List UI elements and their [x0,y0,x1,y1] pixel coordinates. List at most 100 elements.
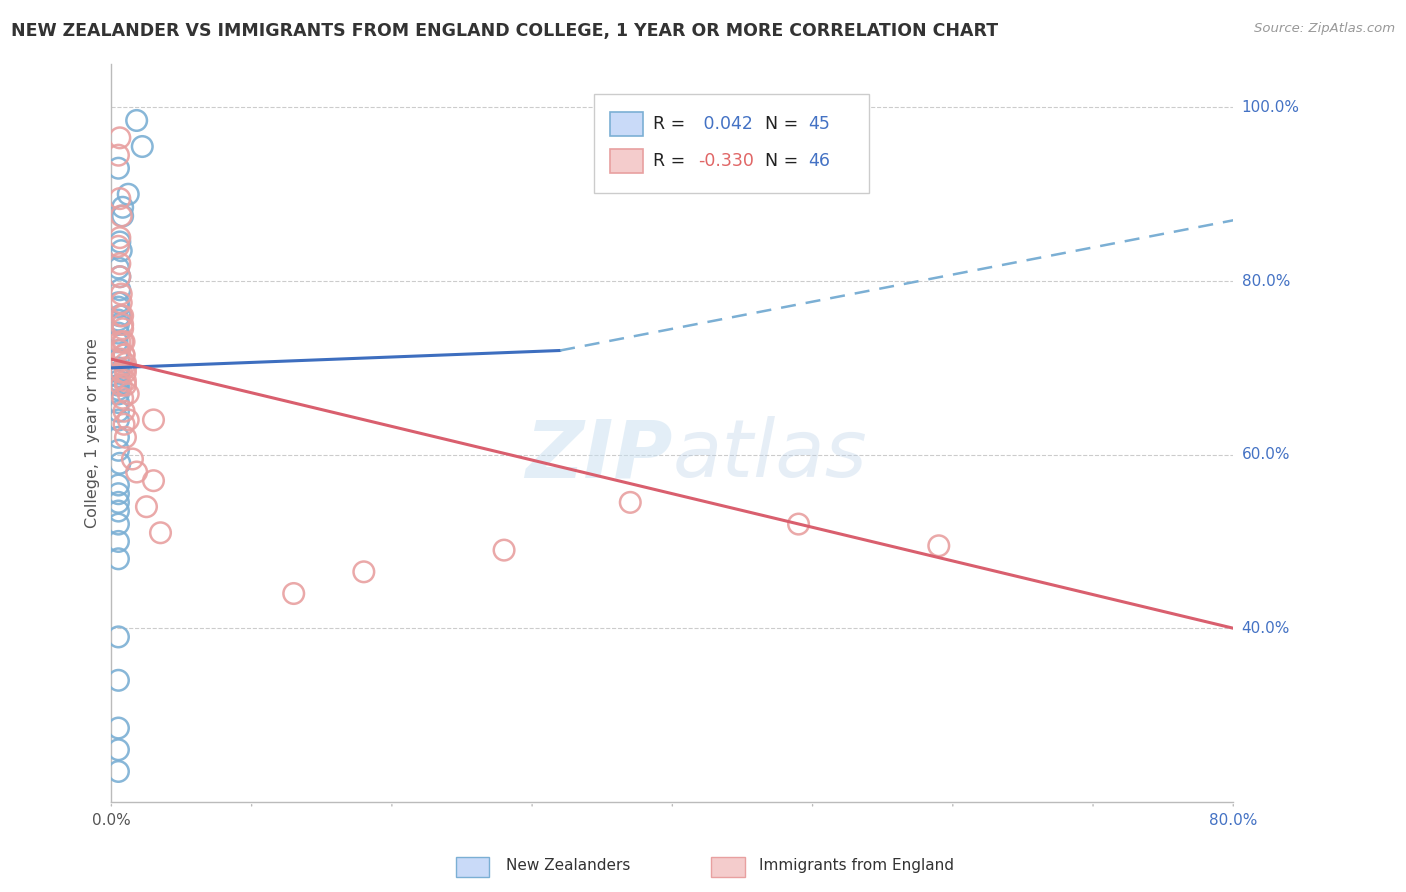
Point [121,452,143,467]
Point [107,318,129,332]
Point [283,586,305,600]
Text: atlas: atlas [672,416,868,494]
Point [107,413,129,427]
Point [107,260,129,275]
Point [110,352,132,367]
Text: NEW ZEALANDER VS IMMIGRANTS FROM ENGLAND COLLEGE, 1 YEAR OR MORE CORRELATION CHA: NEW ZEALANDER VS IMMIGRANTS FROM ENGLAND… [11,22,998,40]
Point [107,395,129,409]
Text: Source: ZipAtlas.com: Source: ZipAtlas.com [1254,22,1395,36]
Point [108,257,131,271]
Point [142,413,165,427]
Point [108,131,131,145]
Point [135,500,157,514]
Point [108,230,131,244]
Point [353,565,375,579]
Point [107,369,129,384]
Point [107,313,129,327]
Point [494,543,516,558]
Point [108,456,131,470]
Point [110,244,132,258]
Point [111,391,134,405]
Text: 46: 46 [808,152,830,169]
Point [111,209,134,223]
Point [110,378,132,392]
Point [149,525,172,540]
Point [117,387,139,401]
Point [112,334,135,349]
Point [107,365,129,379]
Point [112,404,135,418]
Point [107,534,129,549]
Point [108,309,131,323]
Point [108,192,131,206]
Point [107,478,129,492]
Point [111,309,134,323]
Text: -0.330: -0.330 [699,152,754,169]
Text: 80.0%: 80.0% [1209,813,1257,828]
Point [105,334,128,349]
Point [107,343,129,358]
Point [114,374,136,388]
Point [107,378,129,392]
Text: 40.0%: 40.0% [1241,621,1289,636]
Point [107,504,129,518]
Point [107,764,129,779]
Text: 45: 45 [808,115,830,133]
Point [110,309,132,323]
Point [107,374,129,388]
Point [107,495,129,509]
FancyBboxPatch shape [593,94,869,194]
Point [107,387,129,401]
FancyBboxPatch shape [610,112,643,136]
Point [107,721,129,735]
Text: N =: N = [754,152,804,169]
Text: 80.0%: 80.0% [1241,274,1289,288]
Point [117,413,139,427]
Point [111,334,134,349]
Point [928,539,950,553]
Point [108,269,131,284]
Y-axis label: College, 1 year or more: College, 1 year or more [86,338,100,528]
Point [142,474,165,488]
Point [108,343,131,358]
Text: New Zealanders: New Zealanders [506,858,630,872]
Text: 60.0%: 60.0% [1241,447,1291,462]
Point [107,517,129,532]
Point [111,318,134,332]
Point [787,517,810,532]
Point [107,486,129,500]
Point [107,383,129,397]
Point [114,430,136,444]
Point [107,326,129,340]
Text: Immigrants from England: Immigrants from England [759,858,955,872]
Point [117,187,139,202]
Point [107,673,129,688]
Point [110,295,132,310]
Point [111,200,134,214]
Point [107,148,129,162]
Point [107,352,129,367]
Point [107,430,129,444]
Text: 0.0%: 0.0% [91,813,131,828]
Point [110,365,132,379]
Point [107,743,129,757]
Point [110,287,132,301]
Point [107,239,129,253]
Point [107,295,129,310]
Point [619,495,641,509]
Point [108,334,131,349]
Text: R =: R = [654,152,690,169]
Point [114,360,136,375]
Point [111,322,134,336]
Point [114,378,136,392]
Point [108,283,131,297]
Text: R =: R = [654,115,690,133]
Point [125,113,148,128]
Text: N =: N = [754,115,804,133]
Point [107,443,129,458]
Point [112,348,135,362]
Point [131,139,153,153]
Point [107,404,129,418]
Point [114,365,136,379]
Point [107,630,129,644]
